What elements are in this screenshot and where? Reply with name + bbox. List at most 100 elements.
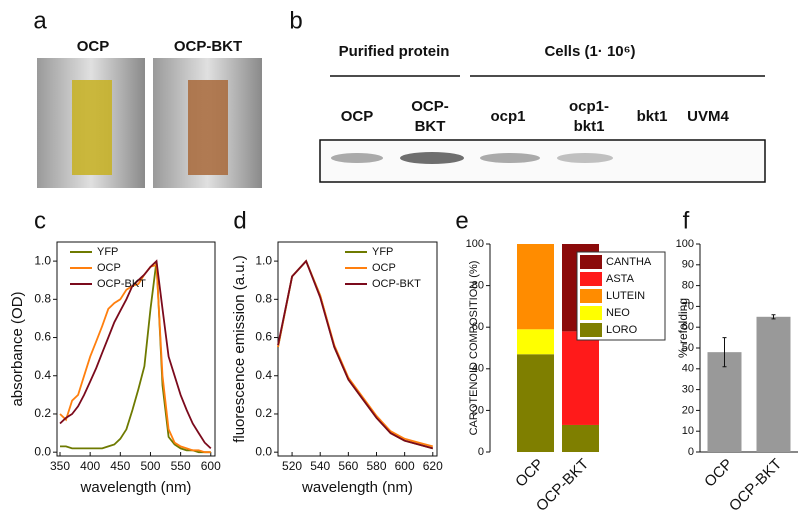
y-tick-label: 90 [682,259,694,271]
legend-swatch [580,289,602,303]
panel-label: e [455,207,468,234]
panel-label: f [683,207,690,234]
bar-segment [517,244,554,330]
y-tick-label: 0.4 [255,368,272,382]
legend-label: OCP [97,262,121,274]
cuvette [188,80,228,175]
y-tick-label: 10 [682,425,694,437]
y-axis-label: fluorescence emission (a.u.) [231,255,248,443]
legend-swatch [580,255,602,269]
x-tick-label: 580 [366,459,386,473]
legend-swatch [580,272,602,286]
x-tick-label: OCP [701,456,736,491]
x-tick-label: 500 [140,459,160,473]
y-tick-label: 100 [676,238,694,250]
y-tick-label: 20 [472,404,484,416]
y-tick-label: 0.6 [255,330,272,344]
y-tick-label: 0.8 [34,291,51,305]
bar-segment [517,354,554,452]
y-tick-label: 30 [682,384,694,396]
y-axis-label: % refolding [676,298,690,358]
lane-label: bkt1 [637,108,668,125]
x-tick-label: 450 [110,459,130,473]
photo-title: OCP [77,38,110,55]
x-tick-label: 520 [282,459,302,473]
bar-segment [562,331,599,425]
y-tick-label: 0.0 [34,444,51,458]
y-tick-label: 0.4 [34,368,51,382]
y-tick-label: 20 [682,404,694,416]
y-tick-label: 100 [466,238,484,250]
y-tick-label: 0 [688,446,694,458]
bar-segment [517,329,554,355]
bar [707,352,742,452]
y-tick-label: 0.6 [34,330,51,344]
y-tick-label: 1.0 [34,253,51,267]
y-axis-label: absorbance (OD) [9,291,26,406]
legend-label: NEO [606,307,630,319]
legend-label: ASTA [606,273,635,285]
bar [756,316,791,452]
band [400,152,464,164]
y-axis-label: CAROTENOID COMPOSITION (%) [468,261,480,436]
error-bar [771,314,776,320]
x-tick-label: 600 [395,459,415,473]
legend-label: CANTHA [606,256,652,268]
lane-label: bkt1 [574,118,605,135]
legend-swatch [580,323,602,337]
y-tick-label: 0.2 [34,406,51,420]
y-tick-label: 0.0 [255,444,272,458]
data-line [60,260,211,454]
legend-label: LUTEIN [606,290,645,302]
error-bar [722,337,727,368]
legend-swatch [580,306,602,320]
x-axis-label: wavelength (nm) [80,479,192,496]
y-tick-label: 0.8 [255,291,272,305]
y-tick-label: 50 [682,342,694,354]
x-tick-label: 560 [338,459,358,473]
y-tick-label: 0 [478,446,484,458]
lane-label: ocp1 [490,108,525,125]
legend-label: YFP [372,246,393,258]
y-tick-label: 60 [472,321,484,333]
x-tick-label: OCP-BKT [726,456,785,515]
data-line [59,263,211,454]
legend-label: YFP [97,246,118,258]
x-tick-label: 400 [80,459,100,473]
legend-label: LORO [606,324,638,336]
y-tick-label: 1.0 [255,253,272,267]
x-tick-label: 620 [423,459,443,473]
x-tick-label: OCP [512,456,547,491]
plot-frame [277,241,438,457]
y-tick-label: 60 [682,321,694,333]
legend-label: OCP-BKT [372,278,421,290]
blot [319,139,766,183]
legend-label: OCP-BKT [97,278,146,290]
legend-label: OCP [372,262,396,274]
cuvette [72,80,112,175]
y-tick-label: 0.2 [255,406,272,420]
band [331,153,383,163]
data-line [277,259,434,450]
plot-frame [56,241,216,457]
x-tick-label: 550 [171,459,191,473]
bar-segment [562,424,599,452]
panel-label: a [33,7,47,34]
y-tick-label: 40 [472,363,484,375]
data-line [59,259,212,450]
x-tick-label: 540 [310,459,330,473]
panel-label: d [233,207,246,234]
panel-label: b [289,7,302,34]
panel-label: c [34,207,46,234]
y-tick-label: 80 [682,280,694,292]
y-tick-label: 80 [472,280,484,292]
group-label: Purified protein [339,43,450,60]
x-tick-label: 350 [50,459,70,473]
photo-title: OCP-BKT [174,38,242,55]
lane-label: OCP- [411,98,449,115]
lane-label: ocp1- [569,98,609,115]
lane-label: OCP [341,108,374,125]
group-label: Cells (1· 10⁶) [544,43,635,60]
x-tick-label: 600 [201,459,221,473]
